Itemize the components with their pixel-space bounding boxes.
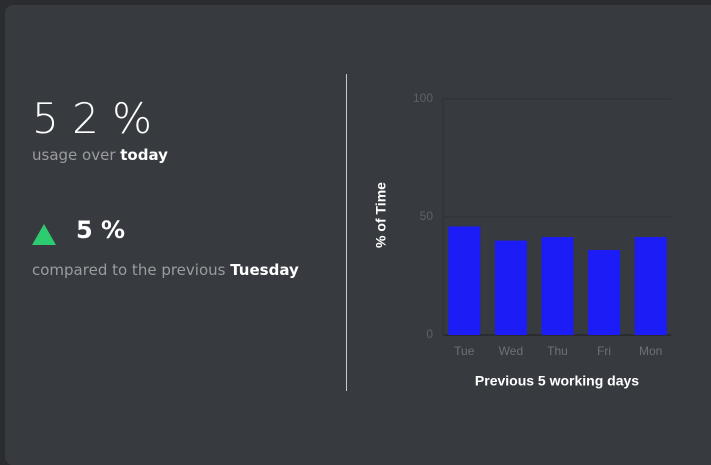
- card: [5, 5, 711, 465]
- bar: [588, 250, 621, 335]
- change-period: Tuesday: [230, 261, 299, 279]
- y-tick-label: 100: [413, 91, 433, 105]
- x-tick-label: Tue: [454, 344, 475, 358]
- chart: % of Time Previous 5 working days 0 50 100…: [373, 91, 671, 389]
- x-tick-label: Wed: [499, 344, 523, 358]
- bar: [541, 237, 574, 335]
- x-axis-label: Previous 5 working days: [475, 373, 639, 389]
- x-tick-label: Mon: [639, 344, 662, 358]
- usage-label: usage over: [32, 146, 121, 164]
- change-label: compared to the previous: [32, 261, 231, 279]
- bar: [634, 237, 667, 335]
- page: 5 2 % usage over today 5 % compared to t…: [5, 5, 711, 465]
- usage-value: 5 2 %: [32, 94, 153, 143]
- bar: [494, 240, 527, 335]
- bar: [448, 226, 481, 335]
- y-tick-label: 50: [420, 209, 434, 223]
- change-caption: compared to the previous Tuesday: [32, 261, 299, 279]
- y-tick-label: 0: [426, 327, 433, 341]
- usage-caption: usage over today: [32, 146, 168, 164]
- y-axis-label: % of Time: [373, 182, 389, 248]
- x-tick-label: Fri: [597, 344, 611, 358]
- up-arrow: [32, 224, 56, 245]
- divider: [346, 74, 347, 391]
- x-tick-label: Thu: [547, 344, 568, 358]
- usage-period: today: [120, 146, 168, 164]
- change-value: 5 %: [76, 216, 126, 244]
